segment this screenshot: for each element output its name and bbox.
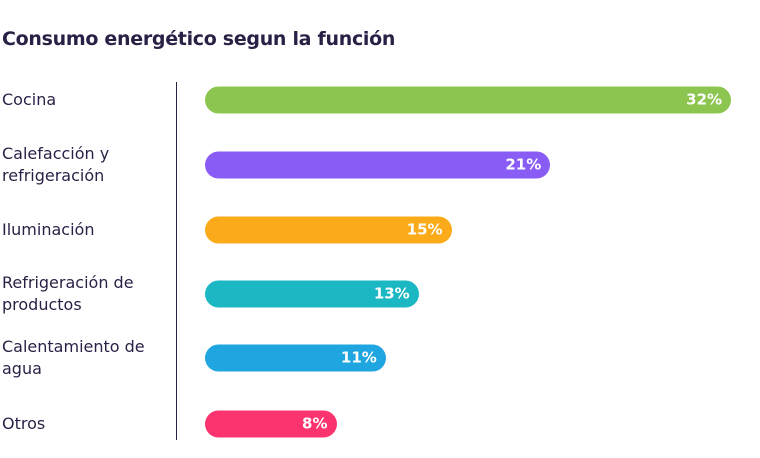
bar: 15% [205,216,452,244]
value-label: 32% [686,90,723,109]
bar: 32% [205,86,732,114]
value-label: 8% [302,414,328,433]
value-label: 21% [505,155,542,174]
bar: 21% [205,151,551,179]
bar: 13% [205,280,419,308]
bar: 11% [205,344,386,372]
value-label: 13% [373,284,410,303]
category-label: Calentamiento de agua [2,337,145,378]
category-label: Otros [2,414,46,433]
value-label: 15% [406,220,443,239]
chart-title: Consumo energético segun la función [2,28,396,50]
axis-line [176,82,177,440]
category-label: Cocina [2,90,57,109]
value-label: 11% [340,348,377,367]
category-label: Calefacción y refrigeración [2,144,110,185]
category-label: Iluminación [2,220,95,239]
bar: 8% [205,410,337,438]
category-label: Refrigeración de productos [2,273,134,314]
